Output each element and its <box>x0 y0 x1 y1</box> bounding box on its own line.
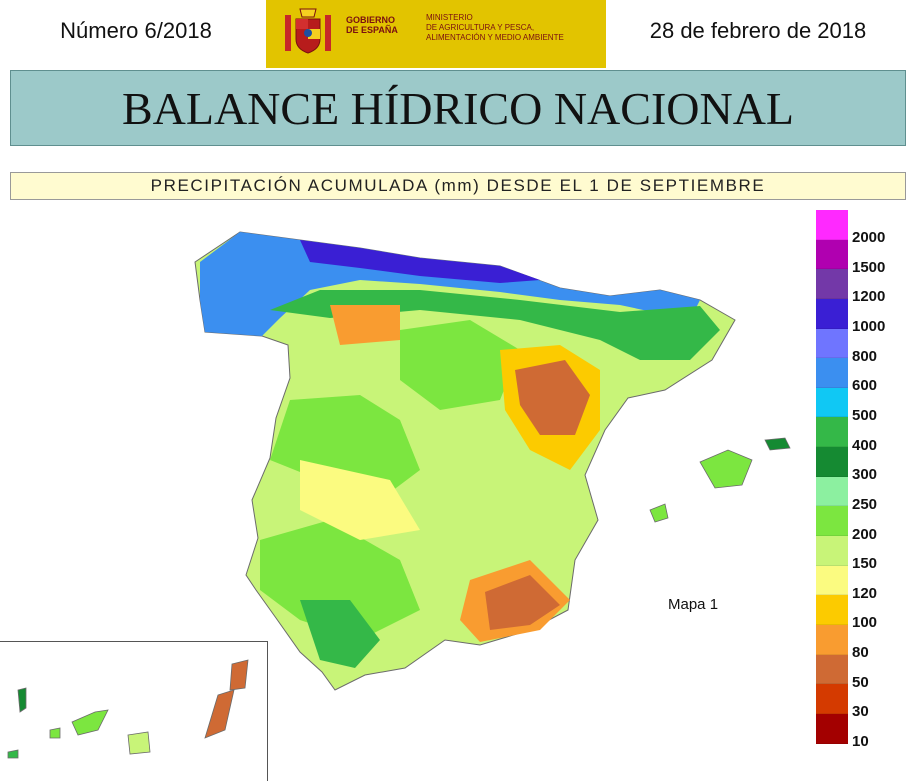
legend-swatch <box>816 358 848 388</box>
legend-swatch <box>816 417 848 448</box>
map-label: Mapa 1 <box>668 596 719 613</box>
fuerteventura <box>204 689 235 739</box>
issue-date: 28 de febrero de 2018 <box>649 18 867 43</box>
legend-swatch <box>816 239 848 270</box>
ibiza <box>649 503 669 523</box>
mallorca <box>699 449 753 489</box>
legend-label: 30 <box>852 703 869 721</box>
legend-swatch <box>816 476 848 507</box>
legend-label: 300 <box>852 466 878 484</box>
el-hierro <box>7 749 19 759</box>
legend-label: 250 <box>852 495 878 513</box>
government-logo: GOBIERNO DE ESPAÑA MINISTERIO DE AGRICUL… <box>266 0 606 68</box>
legend-swatch <box>816 654 848 685</box>
legend-label: 80 <box>852 644 869 662</box>
menorca <box>764 437 791 451</box>
legend-swatch <box>816 210 848 240</box>
legend-label: 120 <box>852 584 878 602</box>
gran-canaria <box>127 731 151 755</box>
gobierno-text: GOBIERNO DE ESPAÑA <box>346 15 398 35</box>
ministerio-text: MINISTERIO DE AGRICULTURA Y PESCA, ALIME… <box>426 13 564 42</box>
legend-swatch <box>816 447 848 477</box>
issue-number: Número 6/2018 <box>60 18 212 43</box>
lanzarote <box>229 659 249 691</box>
legend-swatch <box>816 328 848 359</box>
legend-swatch <box>816 624 848 655</box>
cantabrian-band <box>300 240 540 283</box>
legend-swatch <box>816 298 848 329</box>
page-title: BALANCE HÍDRICO NACIONAL <box>10 70 906 146</box>
la-palma <box>17 687 27 713</box>
legend-label: 100 <box>852 614 878 632</box>
legend-label: 600 <box>852 377 878 395</box>
canary-inset-frame <box>0 641 268 781</box>
legend-label: 1000 <box>852 317 886 335</box>
legend-swatches <box>816 210 848 744</box>
legend-swatch <box>816 684 848 714</box>
legend-label: 200 <box>852 525 878 543</box>
map-subtitle: PRECIPITACIÓN ACUMULADA (mm) DESDE EL 1 … <box>10 172 906 200</box>
legend-label: 500 <box>852 406 878 424</box>
legend-swatch <box>816 387 848 418</box>
legend-swatch <box>816 565 848 596</box>
legend-swatch <box>816 506 848 537</box>
legend-label: 150 <box>852 555 878 573</box>
legend-label: 10 <box>852 733 869 751</box>
legend-swatch <box>816 269 848 299</box>
coat-of-arms-icon <box>285 8 331 54</box>
legend-label: 50 <box>852 673 869 691</box>
tenerife <box>71 709 109 736</box>
legend-label: 1500 <box>852 258 886 276</box>
legend-swatch <box>816 713 848 744</box>
legend-label: 400 <box>852 436 878 454</box>
precipitation-map <box>7 231 791 759</box>
legend-swatch <box>816 536 848 566</box>
legend-label: 2000 <box>852 229 886 246</box>
legend-label: 1200 <box>852 288 886 306</box>
legend-swatch <box>816 595 848 625</box>
header: Número 6/2018 GOBIERNO DE ESPAÑA MINISTE… <box>0 0 918 70</box>
la-gomera <box>49 727 61 739</box>
legend-label: 800 <box>852 347 878 365</box>
